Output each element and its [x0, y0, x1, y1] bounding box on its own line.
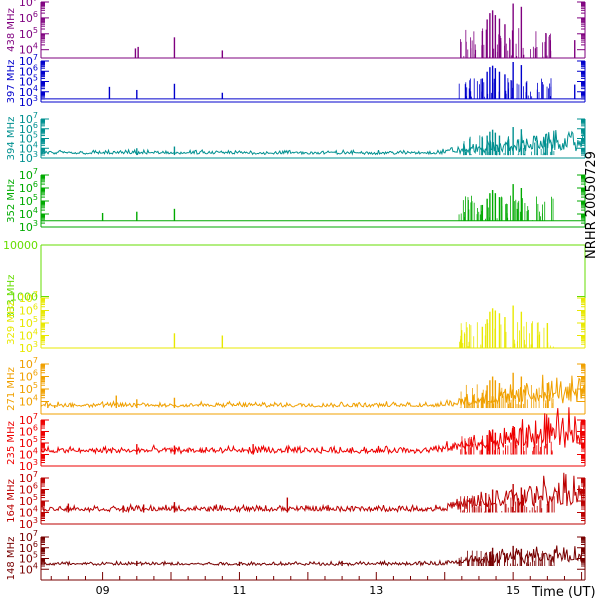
panel-438-mhz: 104105106107438 MHz: [6, 0, 586, 59]
series-line: [40, 374, 586, 409]
panel-label: 438 MHz: [6, 8, 17, 52]
y-tick-label: 103: [19, 219, 38, 234]
x-tick-label: 13: [369, 584, 383, 597]
panel-label: 352 MHz: [6, 179, 17, 223]
y-tick-label: 1000: [10, 291, 38, 304]
panel-label: 148 MHz: [6, 537, 17, 581]
y-tick-label: 10000: [3, 239, 38, 252]
series-line: [40, 129, 586, 156]
panel-label: 271 MHz: [6, 367, 17, 411]
side-title: NRHR 20050729: [584, 151, 599, 259]
x-tick-label: 09: [96, 584, 110, 597]
x-axis: 09 11 13 15: [41, 572, 585, 597]
panel-label: 235 MHz: [6, 421, 17, 465]
panel-333-mhz: 1000 10000 333 MHz: [3, 239, 586, 349]
y-tick-label: 107: [19, 0, 38, 9]
panel-label: 397 MHz: [6, 60, 17, 104]
x-tick-label: 11: [232, 584, 246, 597]
panel-label: 394 MHz: [6, 117, 17, 161]
series-line: [40, 407, 586, 456]
panel-label: 333 MHz: [6, 275, 17, 319]
panel-label: 329 MHz: [6, 301, 17, 345]
series-line: [40, 472, 586, 514]
x-axis-label: Time (UT): [531, 585, 596, 600]
y-tick-label: 105: [19, 26, 38, 41]
x-tick-label: 15: [506, 584, 520, 597]
panel-label: 164 MHz: [6, 479, 17, 523]
series-line: [40, 545, 586, 567]
y-tick-label: 106: [19, 10, 38, 25]
